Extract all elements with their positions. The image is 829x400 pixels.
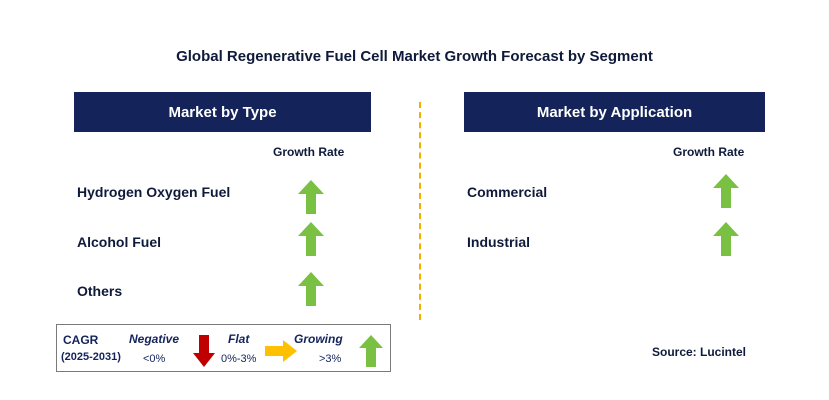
type-item-alcohol-fuel: Alcohol Fuel [77,234,161,250]
growing-arrow-icon [298,222,324,256]
application-item-commercial: Commercial [467,184,548,200]
legend-growing-label: Growing [294,332,343,346]
legend-negative-label: Negative [129,332,180,346]
type-item-others: Others [77,283,123,299]
legend-flat-label: Flat [228,332,250,346]
source-label: Source: Lucintel [652,345,747,359]
growing-arrow-icon [298,272,324,306]
type-growth-rate-label: Growth Rate [273,145,345,159]
legend-cagr-label: CAGR [63,333,99,347]
cagr-legend: CAGR (2025-2031) Negative <0% Flat 0%-3%… [56,324,391,372]
flat-arrow-icon [265,340,297,362]
application-growth-rate-label: Growth Rate [673,145,745,159]
growing-arrow-icon [713,222,739,256]
type-item-hydrogen-oxygen-fuel: Hydrogen Oxygen Fuel [77,184,231,200]
growing-arrow-icon [298,180,324,214]
legend-growing-range: >3% [319,353,342,365]
market-by-type-header: Market by Type [74,92,371,132]
growing-arrow-icon [359,335,383,367]
legend-flat-range: 0%-3% [221,353,257,365]
legend-negative-range: <0% [143,353,166,365]
market-by-application-header-label: Market by Application [536,103,693,121]
application-item-industrial: Industrial [467,234,531,250]
panel-divider [419,102,421,320]
negative-arrow-icon [193,335,215,367]
growing-arrow-icon [713,174,739,208]
legend-period: (2025-2031) [61,351,121,363]
market-by-application-header: Market by Application [464,92,765,132]
market-by-type-header-label: Market by Type [168,103,277,121]
chart-title: Global Regenerative Fuel Cell Market Gro… [176,48,653,65]
